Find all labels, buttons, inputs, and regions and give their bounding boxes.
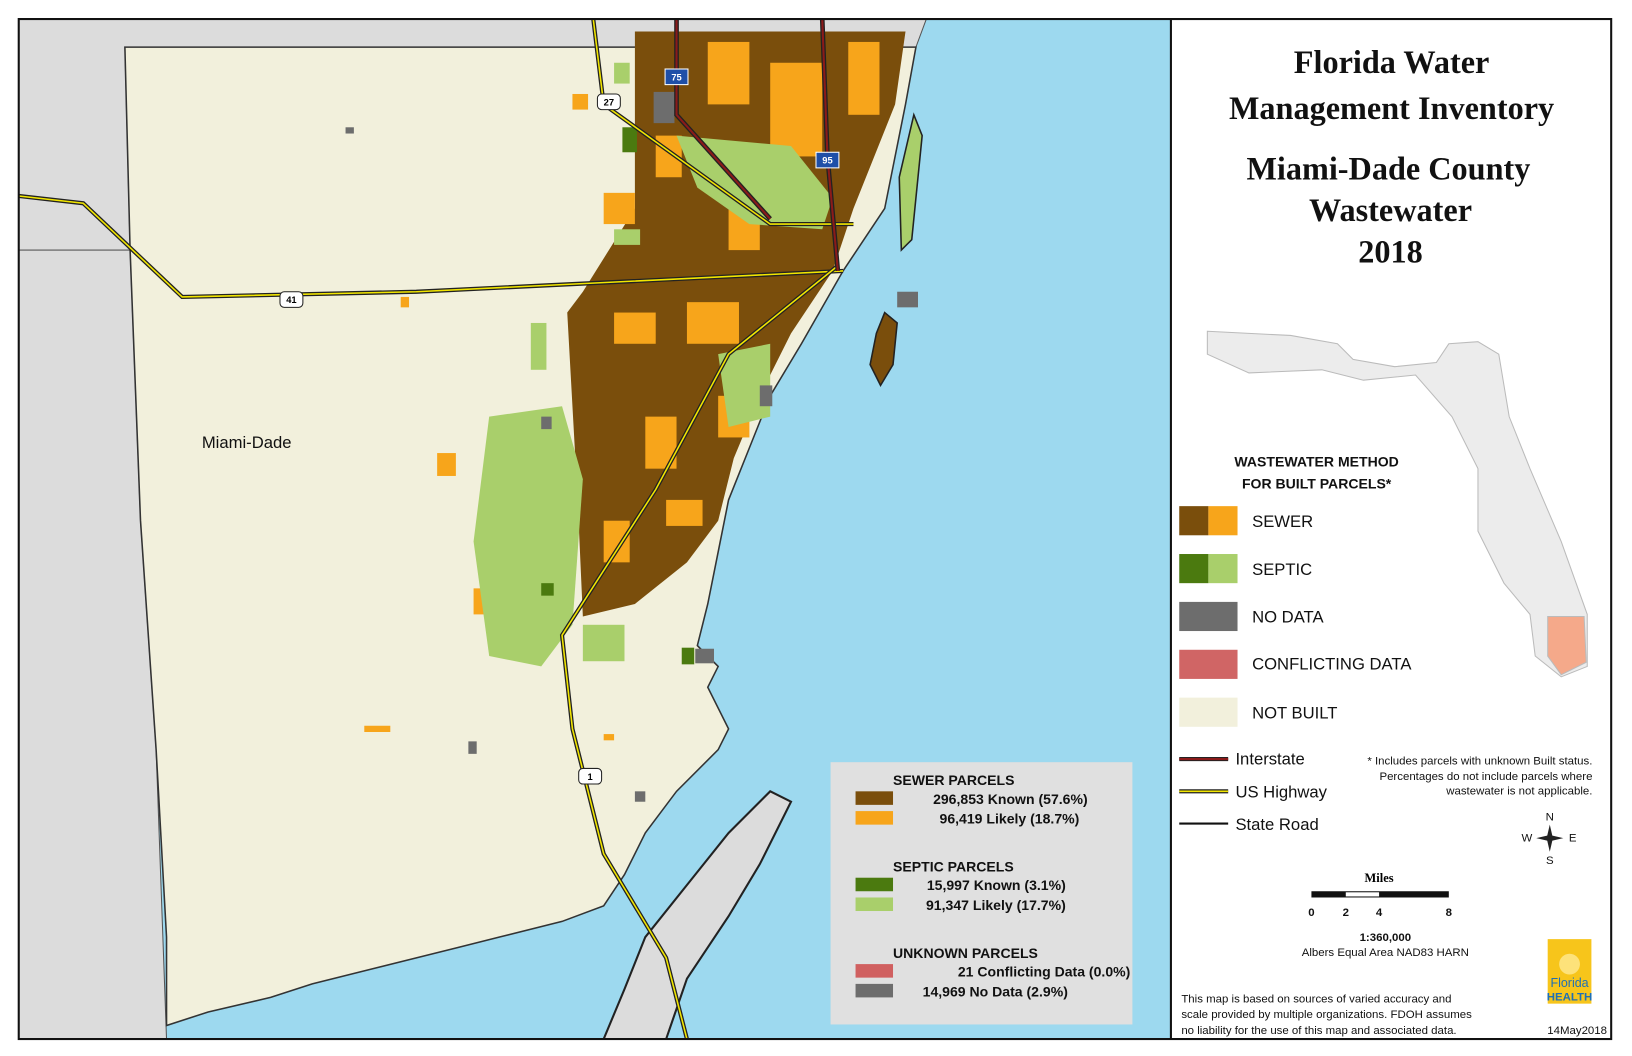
keys: [602, 790, 793, 1040]
legend-label: CONFLICTING DATA: [1252, 655, 1412, 674]
us-41-core: [18, 195, 844, 298]
compass-label: S: [1546, 855, 1554, 867]
shield: [664, 68, 689, 86]
projection: Albers Equal Area NAD83 HARN: [1302, 947, 1469, 959]
parcel-item: 14,969 No Data (2.9%): [923, 983, 1068, 999]
logo: Florida HEALTH: [1547, 939, 1593, 1004]
parcel-item: 91,347 Likely (17.7%): [926, 897, 1066, 913]
disclaimer: no liability for the use of this map and…: [1181, 1025, 1456, 1037]
shield-label: 27: [604, 97, 614, 107]
compass: N W E S: [1521, 811, 1576, 867]
road-label: US Highway: [1235, 783, 1327, 802]
compass-label: W: [1521, 832, 1532, 844]
swatch: [855, 983, 894, 998]
barrier-island: [869, 311, 899, 388]
shields: 75 95 27 41 1: [279, 68, 840, 785]
us-1-core: [561, 265, 839, 1040]
parcels-box: SEWER PARCELS 296,853 Known (57.6%) 96,4…: [830, 762, 1133, 1025]
parcel-item: 96,419 Likely (18.7%): [940, 811, 1080, 827]
swatch: [1179, 601, 1238, 632]
florida-inset: [1206, 330, 1588, 678]
swatch: [1208, 506, 1238, 536]
legend-label: NOT BUILT: [1252, 703, 1337, 722]
logo-text: Florida: [1550, 976, 1588, 990]
scale-ratio: 1:360,000: [1360, 932, 1412, 944]
swatch: [855, 811, 894, 825]
parcels-panel: [830, 762, 1133, 1025]
map-area: Miami-Dade 75 95 27 41 1 SEWER PARCELS 2…: [18, 19, 1171, 1040]
legend-heading: WASTEWATER METHOD: [1234, 454, 1398, 470]
compass-label: E: [1569, 832, 1577, 844]
legend-items: SEWER SEPTIC NO DATA CONFLICTING DATA NO…: [1179, 506, 1412, 727]
shield: [815, 151, 840, 169]
shield-label: 75: [671, 72, 681, 82]
footnote: * Includes parcels with unknown Built st…: [1367, 755, 1592, 767]
county-label: Miami-Dade: [202, 433, 292, 452]
title: Florida Water: [1294, 44, 1490, 80]
us-27-core: [592, 19, 854, 225]
subtitle: 2018: [1358, 234, 1423, 270]
no-data-patches: [345, 91, 918, 802]
logo-text: HEALTH: [1547, 992, 1593, 1004]
i-75-core: [675, 19, 771, 220]
roads: [18, 19, 854, 1040]
footnote: Percentages do not include parcels where: [1379, 771, 1592, 783]
subtitle: Miami-Dade County: [1246, 150, 1530, 186]
shield: [578, 767, 603, 785]
parcel-item: 296,853 Known (57.6%): [933, 791, 1088, 807]
road-legend: Interstate US Highway State Road: [1179, 749, 1328, 834]
swatch: [1179, 554, 1209, 584]
scale-tick: 2: [1343, 907, 1349, 919]
scale-tick: 0: [1308, 907, 1314, 919]
scale-tick: 8: [1446, 907, 1453, 919]
parcel-group-title: SEWER PARCELS: [893, 772, 1015, 788]
scale-unit: Miles: [1365, 871, 1394, 885]
swatch: [855, 897, 894, 912]
swatch: [855, 964, 894, 978]
frame: [17, 18, 1613, 1041]
sewer-likely-patches: [364, 41, 880, 741]
scale-bar: Miles 0 2 4 8 1:360,000 Albers Equal Are…: [1302, 871, 1469, 959]
shield: [279, 291, 304, 308]
footnote: wastewater is not applicable.: [1445, 785, 1592, 797]
shield-label: 41: [286, 295, 296, 305]
shield: [596, 93, 621, 111]
swatch: [1208, 554, 1238, 584]
legend-heading: FOR BUILT PARCELS*: [1242, 475, 1392, 491]
legend-label: SEWER: [1252, 512, 1313, 531]
disclaimer: scale provided by multiple organizations…: [1181, 1009, 1472, 1021]
parcel-group-title: SEPTIC PARCELS: [893, 858, 1014, 874]
compass-label: N: [1546, 811, 1554, 823]
road-label: State Road: [1235, 815, 1318, 834]
barrier-north: [898, 112, 923, 252]
swatch: [855, 877, 894, 892]
disclaimer: This map is based on sources of varied a…: [1181, 994, 1451, 1006]
swatch: [1179, 506, 1209, 536]
shield-label: 95: [822, 156, 832, 166]
swatch: [1179, 697, 1238, 727]
subtitle: Wastewater: [1309, 192, 1472, 228]
swatch: [855, 791, 894, 805]
date: 14May2018: [1547, 1025, 1607, 1037]
shield-label: 1: [588, 772, 593, 782]
scale-tick: 4: [1376, 907, 1383, 919]
parcel-item: 15,997 Known (3.1%): [927, 877, 1066, 893]
septic-known-patches: [541, 127, 695, 665]
title: Management Inventory: [1229, 90, 1554, 126]
legend-label: SEPTIC: [1252, 560, 1312, 579]
parcel-group-title: UNKNOWN PARCELS: [893, 945, 1038, 961]
road-label: Interstate: [1235, 749, 1304, 768]
legend-label: NO DATA: [1252, 608, 1324, 627]
swatch: [1179, 649, 1238, 679]
parcel-item: 21 Conflicting Data (0.0%): [958, 964, 1131, 980]
